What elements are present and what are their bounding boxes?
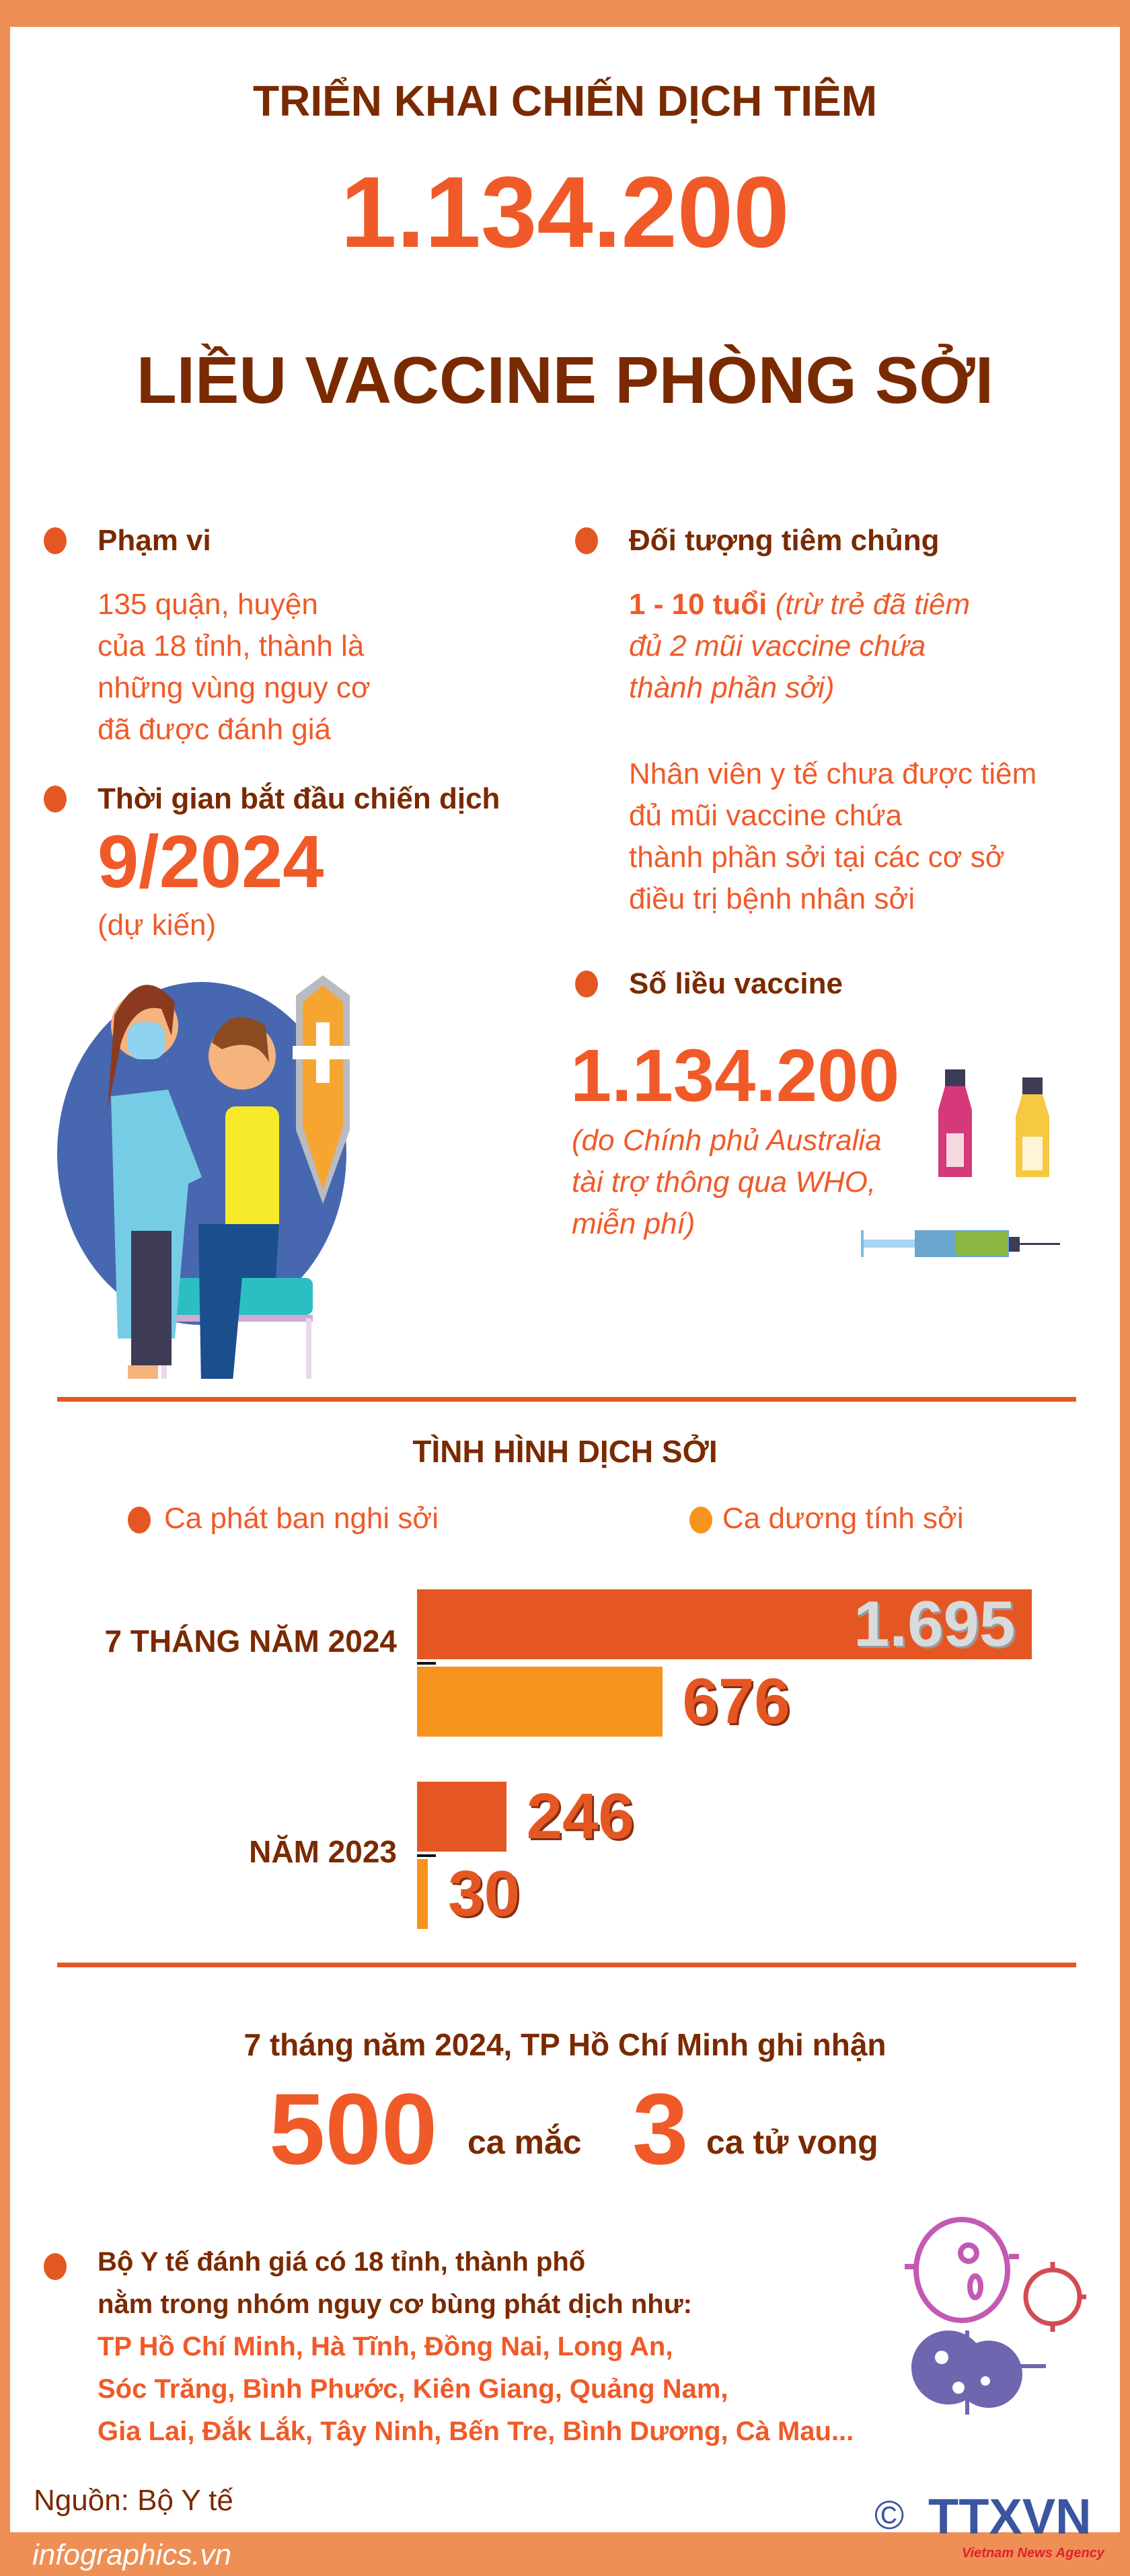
doctor-figure [108, 985, 202, 1379]
scope-text: 135 quận, huyện của 18 tỉnh, thành là nh… [98, 588, 371, 746]
bar-value-label: 1.695 [854, 1588, 1016, 1660]
target-age: 1 - 10 tuổi (trừ trẻ đã tiêm đủ 2 mũi va… [629, 588, 971, 704]
hcm-cases-label: ca mắc [467, 2123, 582, 2161]
patient-figure [198, 1017, 279, 1379]
doses-title: Số liều vaccine [629, 967, 843, 1000]
vaccine-vials-icon [938, 1069, 1049, 1177]
syringe-icon [861, 1230, 1060, 1257]
bar-value-label: 30 [448, 1858, 520, 1930]
section-divider [57, 1963, 1076, 1967]
axis-tick [417, 1854, 436, 1857]
legend-swatch-secondary [689, 1507, 712, 1533]
start-title: Thời gian bắt đầu chiến dịch [98, 782, 500, 815]
legend-swatch-primary [128, 1507, 151, 1533]
legend-label-secondary: Ca dương tính sởi [722, 1502, 964, 1535]
bar-confirmed [417, 1859, 428, 1929]
bullet-icon [44, 527, 67, 554]
target-title: Đối tượng tiêm chủng [629, 524, 940, 557]
hcm-intro: 7 tháng năm 2024, TP Hồ Chí Minh ghi nhậ… [243, 2027, 887, 2062]
bar-confirmed [417, 1667, 663, 1737]
hcm-cases: 500 [269, 2072, 438, 2185]
title-number: 1.134.200 [340, 155, 790, 268]
hcm-deaths: 3 [632, 2072, 689, 2185]
risk-text: Bộ Y tế đánh giá có 18 tỉnh, thành phố n… [98, 2247, 854, 2446]
bullet-icon [44, 2253, 67, 2280]
bullet-icon [575, 971, 598, 997]
doses-note: (do Chính phủ Australia tài trợ thông qu… [572, 1124, 882, 1240]
category-label: NĂM 2023 [249, 1834, 397, 1869]
start-date: 9/2024 [98, 821, 324, 903]
bullet-icon [575, 527, 598, 554]
scope-title: Phạm vi [98, 524, 211, 557]
vaccination-illustration [57, 975, 353, 1379]
bar-suspected [417, 1782, 506, 1852]
section-divider [57, 1397, 1076, 1402]
start-note: (dự kiến) [98, 909, 217, 942]
ttxvn-logo-subtitle: Vietnam News Agency [962, 2546, 1104, 2561]
footer-bar [0, 2532, 1130, 2576]
site-link[interactable]: infographics.vn [32, 2538, 231, 2571]
source-text: Nguồn: Bộ Y tế [34, 2484, 233, 2517]
bullet-icon [44, 786, 67, 812]
chart-title: TÌNH HÌNH DỊCH SỞI [412, 1434, 718, 1469]
title-line-3: LIỀU VACCINE PHÒNG SỞI [136, 343, 994, 417]
bar-value-label: 676 [682, 1665, 790, 1737]
bar-suspected [417, 1589, 1032, 1659]
bar-value-label: 246 [526, 1780, 634, 1852]
copyright-icon: © [874, 2493, 905, 2538]
hcm-deaths-label: ca tử vong [706, 2123, 878, 2161]
target-staff: Nhân viên y tế chưa được tiêm đủ mũi vac… [629, 757, 1037, 915]
axis-tick [417, 1662, 436, 1665]
virus-icon [905, 2217, 1086, 2415]
title-line-1: TRIỂN KHAI CHIẾN DỊCH TIÊM [253, 77, 877, 125]
shield-icon [293, 975, 353, 1204]
doses-number: 1.134.200 [570, 1034, 900, 1117]
ttxvn-logo: TTXVN [928, 2489, 1092, 2544]
legend-label-primary: Ca phát ban nghi sởi [164, 1502, 439, 1535]
category-label: 7 THÁNG NĂM 2024 [104, 1624, 397, 1659]
